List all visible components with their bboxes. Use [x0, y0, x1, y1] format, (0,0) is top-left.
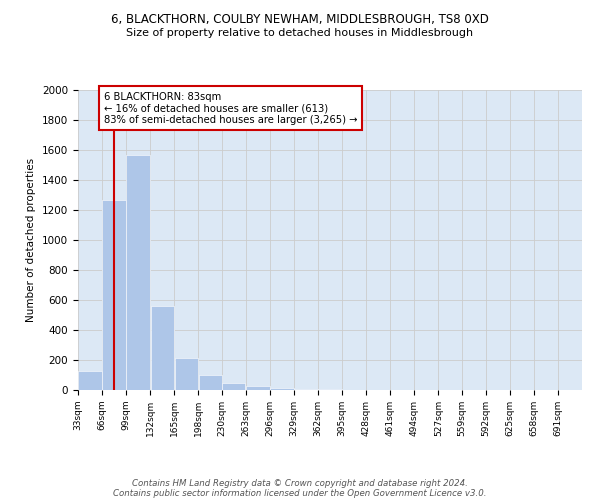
- Y-axis label: Number of detached properties: Number of detached properties: [26, 158, 37, 322]
- Bar: [294, 389, 317, 390]
- Text: 6, BLACKTHORN, COULBY NEWHAM, MIDDLESBROUGH, TS8 0XD: 6, BLACKTHORN, COULBY NEWHAM, MIDDLESBRO…: [111, 12, 489, 26]
- Text: 6 BLACKTHORN: 83sqm
← 16% of detached houses are smaller (613)
83% of semi-detac: 6 BLACKTHORN: 83sqm ← 16% of detached ho…: [104, 92, 357, 124]
- Bar: [222, 382, 245, 390]
- Bar: [270, 388, 293, 390]
- Bar: [127, 154, 150, 390]
- Bar: [175, 358, 198, 390]
- Bar: [246, 386, 269, 390]
- Bar: [103, 200, 126, 390]
- Bar: [151, 306, 174, 390]
- Text: Contains HM Land Registry data © Crown copyright and database right 2024.: Contains HM Land Registry data © Crown c…: [132, 478, 468, 488]
- Bar: [199, 375, 222, 390]
- Text: Contains public sector information licensed under the Open Government Licence v3: Contains public sector information licen…: [113, 488, 487, 498]
- Text: Size of property relative to detached houses in Middlesbrough: Size of property relative to detached ho…: [127, 28, 473, 38]
- Bar: [78, 370, 102, 390]
- Bar: [318, 389, 342, 390]
